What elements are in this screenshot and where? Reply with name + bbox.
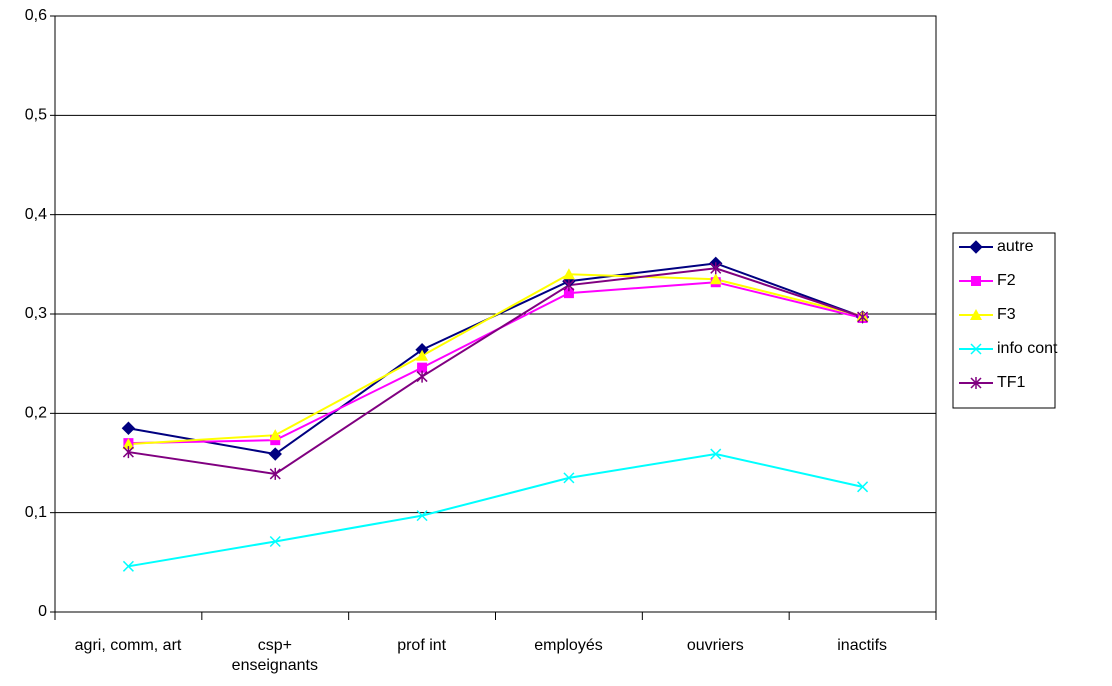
marker — [709, 273, 722, 285]
marker — [416, 370, 428, 383]
marker — [857, 310, 869, 323]
y-tick-label: 0,4 — [25, 206, 47, 223]
legend-box — [952, 232, 1056, 409]
marker — [417, 362, 428, 373]
legend-marker — [970, 343, 982, 355]
x-tick-label: csp+ enseignants — [231, 637, 318, 674]
x-tick-label: employés — [534, 637, 603, 654]
y-tick-label: 0,2 — [25, 405, 47, 422]
legend-marker — [969, 240, 983, 254]
y-tick-label: 0,1 — [25, 504, 47, 521]
legend-label: autre — [997, 238, 1034, 255]
marker — [268, 447, 282, 461]
marker — [122, 438, 135, 450]
series-line — [128, 273, 863, 446]
x-tick-label: ouvriers — [686, 637, 744, 654]
marker — [563, 288, 574, 299]
marker — [416, 349, 429, 361]
legend-label: F2 — [997, 272, 1016, 289]
marker — [710, 448, 722, 460]
legend-label: F3 — [997, 306, 1016, 323]
series-line — [128, 267, 863, 475]
legend-marker — [971, 276, 981, 286]
marker — [416, 510, 428, 522]
legend-label: TF1 — [997, 374, 1026, 391]
marker — [563, 279, 575, 292]
y-tick-label: 0 — [38, 603, 47, 620]
legend-label: info cont — [997, 340, 1058, 357]
marker — [857, 481, 869, 493]
marker — [122, 446, 134, 459]
marker — [121, 421, 136, 435]
x-tick-label: inactifs — [837, 637, 888, 654]
x-tick-label: agri, comm, art — [74, 637, 182, 654]
marker — [710, 262, 722, 275]
marker — [269, 429, 282, 441]
marker — [269, 467, 281, 480]
legend-marker — [970, 377, 982, 389]
marker — [562, 268, 575, 280]
series-line — [128, 453, 863, 568]
legend-marker — [970, 309, 982, 320]
marker — [269, 535, 281, 548]
marker — [563, 472, 575, 484]
y-tick-label: 0,6 — [25, 7, 47, 24]
marker — [122, 560, 134, 572]
y-tick-label: 0,3 — [25, 305, 47, 322]
y-tick-label: 0,5 — [25, 107, 47, 124]
series-line — [128, 281, 863, 445]
x-tick-label: prof int — [397, 637, 447, 654]
